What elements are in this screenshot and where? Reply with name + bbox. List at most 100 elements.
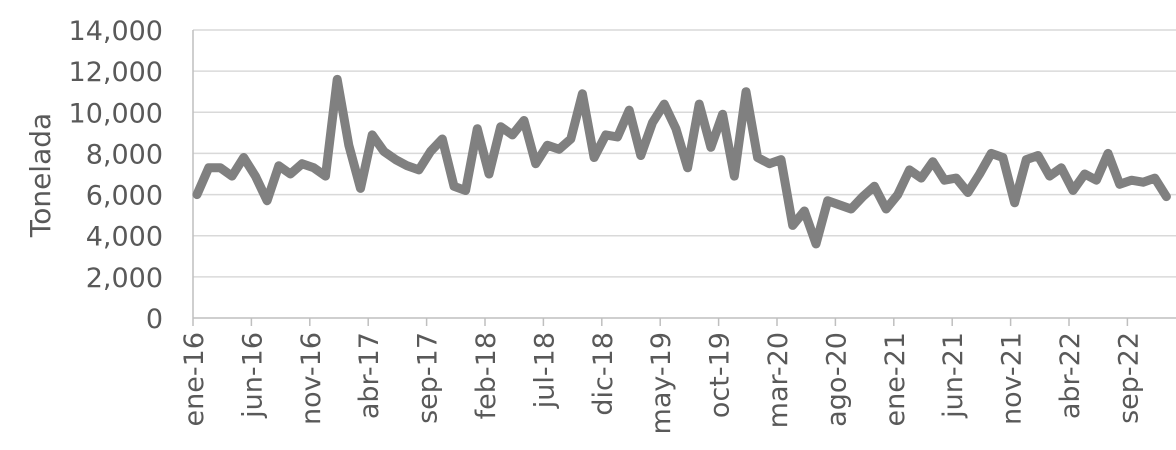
data-point [1142,181,1144,183]
data-point [698,103,700,105]
data-point [897,194,899,196]
data-point [628,109,630,111]
data-point [1130,179,1132,181]
data-point [1154,177,1156,179]
data-point [383,150,385,152]
series-layer [192,74,1171,249]
data-point [289,173,291,175]
data-point [1084,173,1086,175]
data-point [745,91,747,93]
data-point [325,175,326,177]
data-point [453,185,455,187]
series-line [192,74,1171,249]
data-point [313,167,315,169]
x-tick-label: nov-16 [296,332,327,425]
data-point [558,148,560,150]
x-tick-label: ene-16 [179,332,210,426]
data-point [535,163,537,165]
data-point [348,144,350,146]
data-point [944,179,945,181]
x-tick-label: sep-17 [413,332,444,424]
x-tick-label: abr-22 [1055,332,1086,419]
data-point [546,144,548,146]
data-point [710,146,712,148]
x-tick-label: nov-21 [997,332,1028,425]
y-tick-label: 2,000 [86,263,163,294]
x-tick-label: dic-18 [588,332,619,416]
y-tick-label: 0 [146,304,163,335]
x-tick-label: may-19 [646,332,677,434]
x-tick-label: jun-21 [938,332,969,419]
data-point [500,126,502,128]
data-point [196,194,198,196]
data-point [803,210,805,212]
data-point [336,78,338,80]
y-tick-label: 10,000 [69,98,163,129]
data-point [652,122,653,124]
data-point [675,128,677,130]
data-point [792,224,794,226]
data-point [815,243,817,245]
y-axis-label: Tonelada [24,113,57,238]
data-point [1119,183,1121,185]
data-point [476,128,478,130]
data-point [885,208,887,210]
axes [192,30,1176,326]
data-point [231,175,233,177]
data-point [1014,202,1016,204]
gridlines [193,29,1176,278]
data-point [663,103,665,105]
data-point [581,93,583,95]
x-tick-label: feb-18 [471,332,502,419]
y-tick-label: 12,000 [69,57,163,88]
data-point [757,157,759,158]
data-point [990,152,992,154]
data-point [371,134,373,136]
data-point [838,204,840,206]
data-point [488,173,490,175]
data-point [932,161,934,163]
data-point [301,163,303,165]
data-point [850,208,852,210]
x-tick-label: ene-21 [880,332,911,426]
y-tick-labels: 0 2,000 4,000 6,000 8,000 10,000 12,000 14,000 [69,16,163,335]
data-point [640,155,642,156]
data-point [511,134,513,136]
data-point [617,136,618,138]
data-point [418,169,420,171]
data-point [570,138,572,140]
data-point [920,177,922,179]
data-point [465,190,467,191]
x-tick-labels: ene-16 jun-16 nov-16 abr-17 sep-17 feb-18 jul-… [179,332,1144,434]
y-tick-label: 4,000 [86,222,163,253]
x-tick-label: jul-18 [529,332,560,409]
data-point [979,173,981,175]
data-point [909,169,910,171]
data-point [593,157,595,158]
y-tick-label: 8,000 [86,139,163,170]
x-tick-label: ago-20 [821,332,852,427]
data-point [1060,167,1062,169]
x-tick-label: oct-19 [705,332,736,418]
data-point [254,175,256,177]
data-point [687,167,689,169]
data-point [722,113,724,115]
data-point [967,192,969,193]
data-point [873,185,875,187]
x-tick-label: mar-20 [763,332,794,428]
data-point [441,138,443,140]
data-point [1037,155,1039,156]
data-point [827,200,829,202]
data-point [1095,179,1097,181]
data-point [523,120,525,121]
data-point [862,196,864,198]
y-tick-label: 14,000 [69,16,163,47]
data-point [1002,157,1004,158]
data-point [219,167,221,169]
data-point [1165,196,1167,198]
data-point [243,157,245,158]
data-point [1072,190,1074,191]
data-point [208,167,210,169]
data-point [430,150,432,152]
data-point [406,165,408,167]
